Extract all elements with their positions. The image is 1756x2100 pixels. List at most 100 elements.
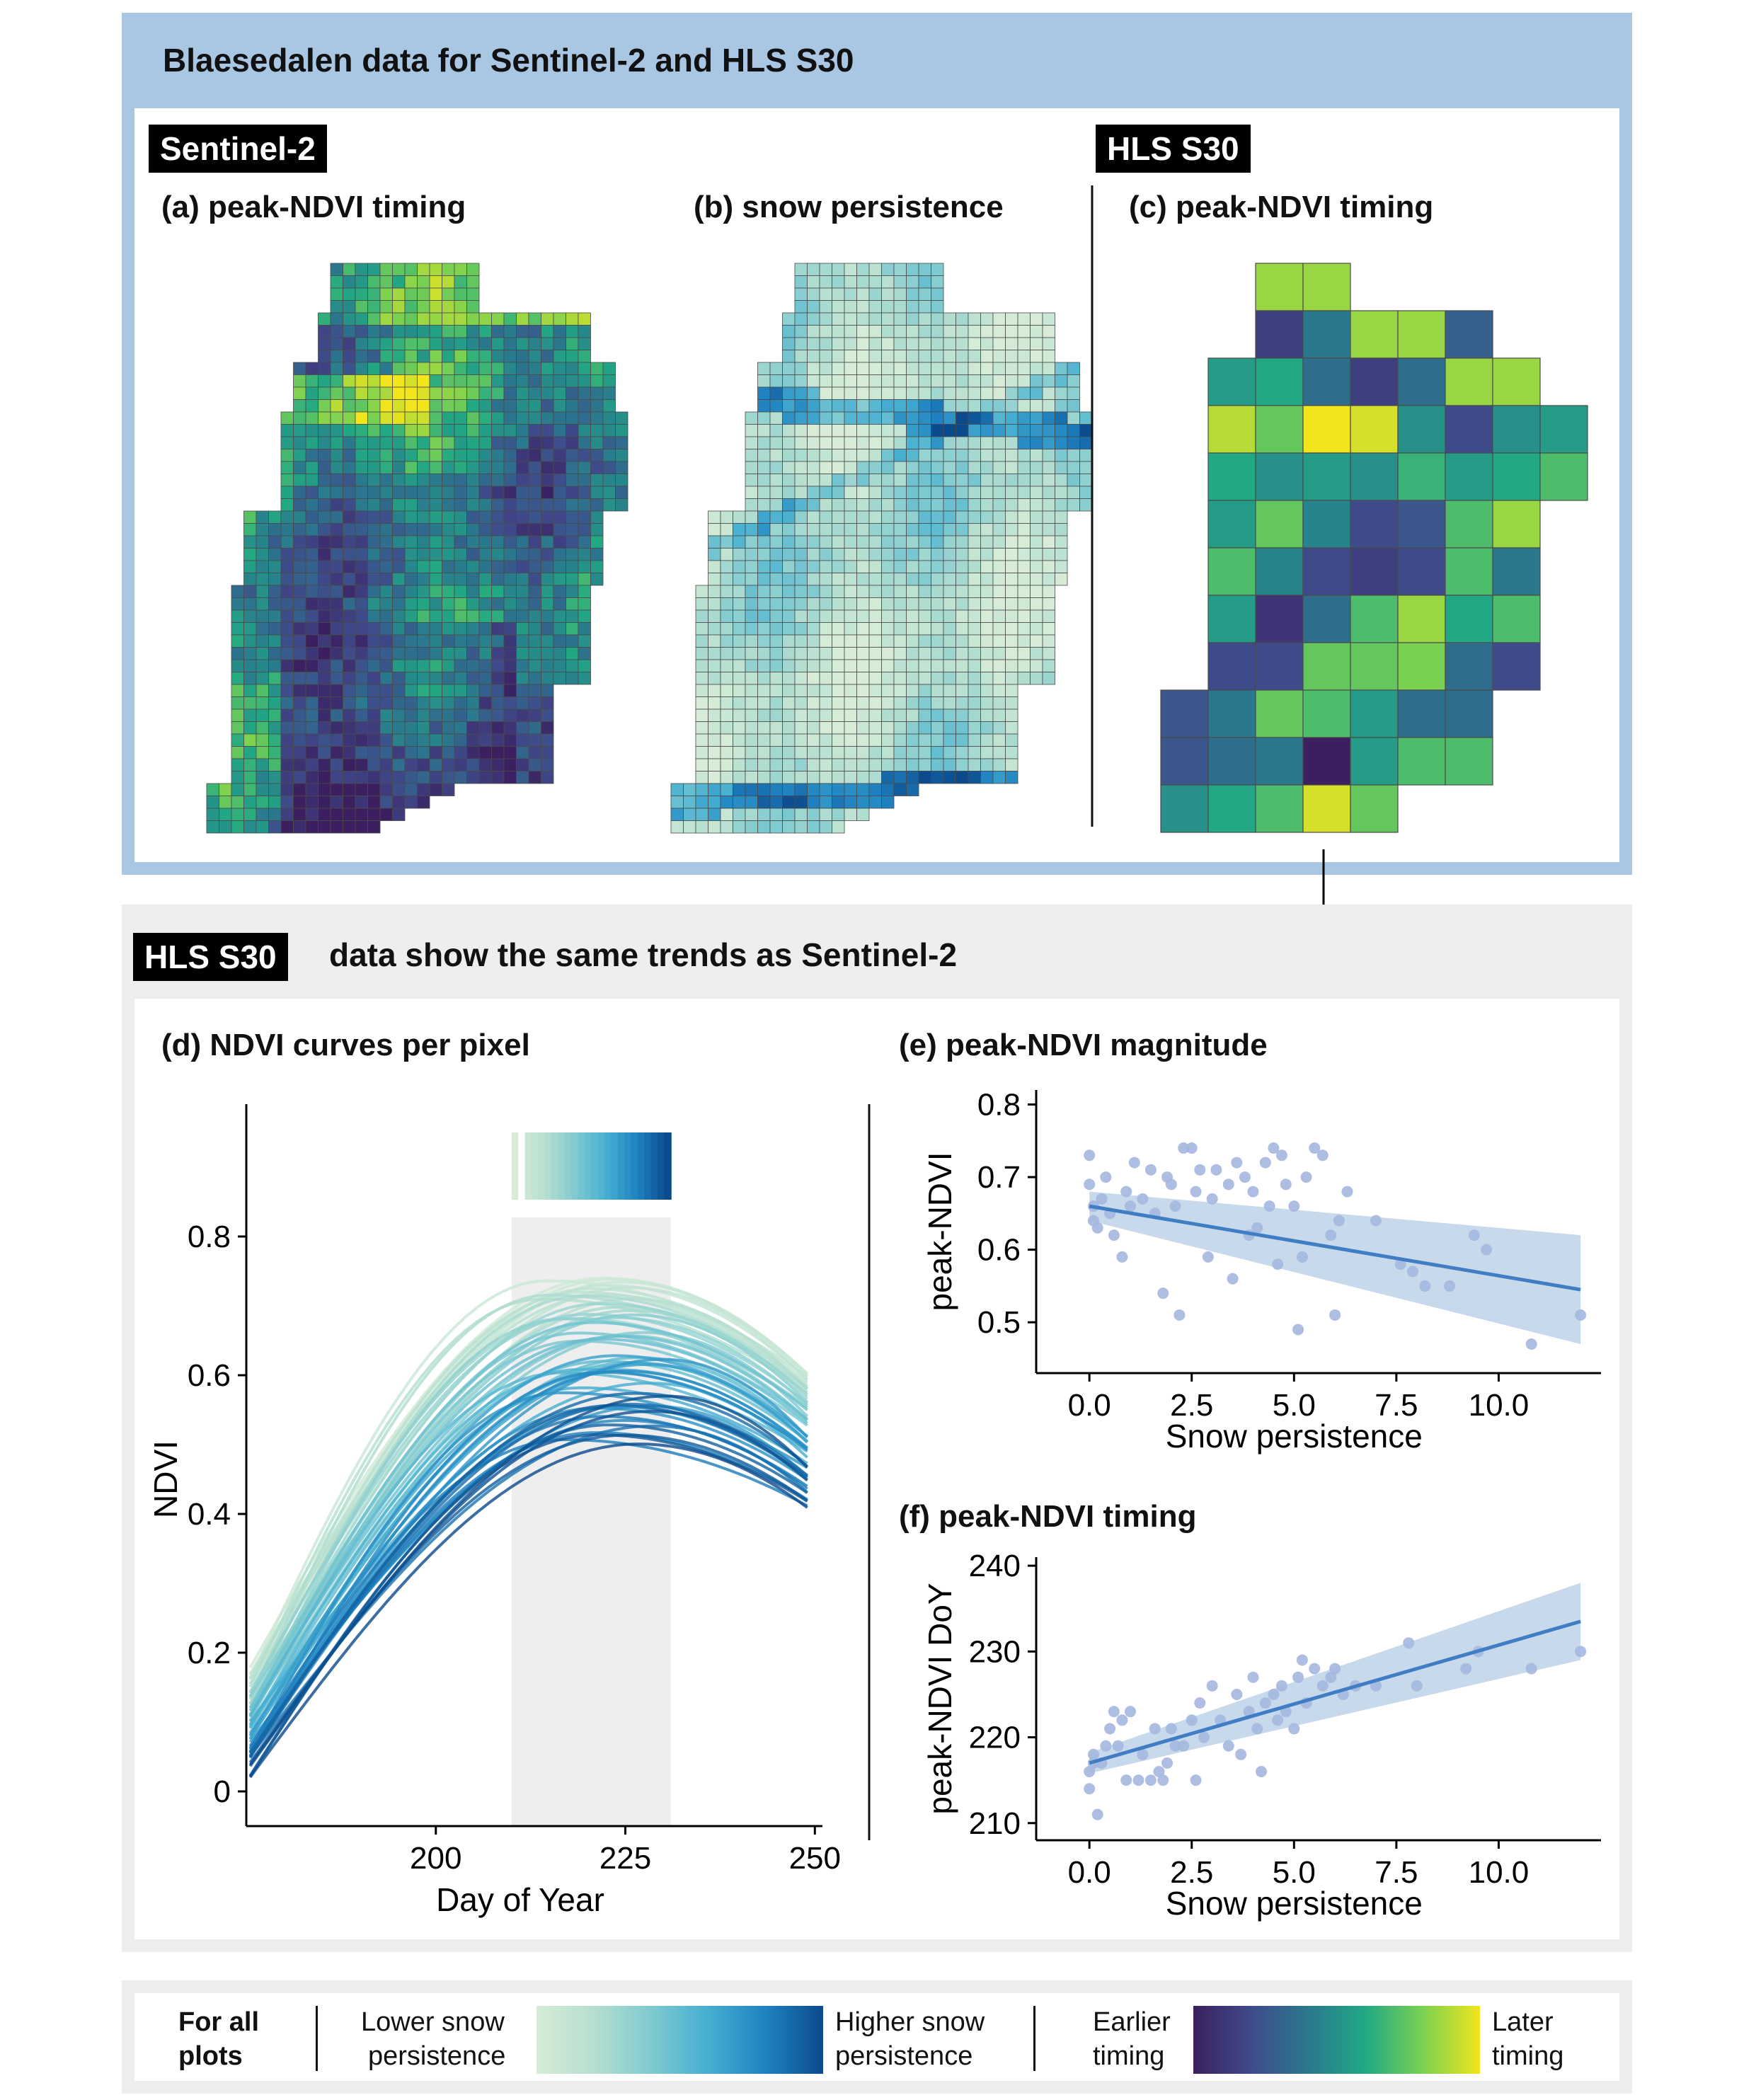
map-cell — [881, 597, 895, 611]
data-point — [1288, 1200, 1300, 1212]
map-cell — [893, 560, 907, 573]
map-cell — [454, 300, 467, 314]
map-cell — [931, 585, 944, 598]
map-cell — [708, 708, 721, 722]
map-cell — [956, 647, 969, 660]
map-cell — [404, 275, 418, 289]
map-cell — [478, 498, 492, 512]
map-cell — [844, 263, 857, 276]
map-c-cell — [1302, 689, 1351, 738]
map-cell — [708, 758, 721, 771]
map-cell — [918, 622, 931, 636]
map-cell — [931, 696, 944, 710]
map-cell — [392, 300, 406, 314]
map-cell — [528, 337, 541, 350]
map-cell — [733, 796, 746, 809]
map-cell — [844, 374, 857, 388]
map-cell — [442, 275, 455, 289]
map-cell — [392, 386, 406, 400]
map-cell — [881, 746, 895, 759]
map-cell — [769, 672, 783, 685]
map-cell — [466, 672, 480, 685]
map-cell — [1030, 325, 1043, 338]
map-cell — [782, 510, 796, 524]
map-cell — [491, 672, 505, 685]
map-cell — [918, 523, 931, 537]
map-cell — [417, 325, 430, 338]
map-cell — [881, 287, 895, 301]
map-cell — [893, 585, 907, 598]
map-cell — [516, 510, 529, 524]
map-cell — [392, 746, 406, 759]
map-cell — [968, 449, 981, 462]
map-cell — [602, 486, 616, 499]
map-cell — [782, 362, 796, 375]
map-cell — [355, 275, 368, 289]
map-cell — [478, 548, 492, 561]
map-cell — [516, 647, 529, 660]
map-cell — [392, 733, 406, 747]
map-cell — [442, 350, 455, 363]
map-cell — [379, 362, 393, 375]
map-cell — [528, 684, 541, 697]
map-cell — [720, 696, 733, 710]
map-cell — [404, 684, 418, 697]
map-cell — [832, 758, 845, 771]
map-cell — [466, 325, 480, 338]
map-cell — [566, 362, 579, 375]
data-point — [1144, 1774, 1157, 1786]
map-cell — [807, 647, 820, 660]
map-c-cell — [1350, 784, 1399, 833]
map-cell — [956, 498, 969, 512]
map-cell — [1042, 659, 1055, 672]
map-cell — [943, 474, 956, 487]
map-cell — [379, 758, 393, 771]
map-cell — [856, 325, 870, 338]
map-cell — [367, 733, 381, 747]
map-cell — [956, 609, 969, 623]
data-point — [1120, 1774, 1132, 1786]
map-cell — [417, 684, 430, 697]
map-cell — [318, 424, 331, 437]
map-cell — [968, 597, 981, 611]
map-cell — [268, 746, 282, 759]
map-cell — [844, 523, 857, 537]
map-cell — [293, 746, 306, 759]
map-cell — [1017, 535, 1031, 549]
map-cell — [782, 585, 796, 598]
data-point — [1137, 1193, 1149, 1205]
map-cell — [330, 597, 343, 611]
map-cell — [931, 498, 944, 512]
map-cell — [330, 771, 343, 784]
map-cell — [1030, 548, 1043, 561]
map-cell — [268, 585, 282, 598]
map-cell — [454, 659, 467, 672]
map-cell — [832, 573, 845, 586]
map-cell — [578, 337, 591, 350]
map-cell — [757, 585, 771, 598]
panel-d-title: (d) NDVI curves per pixel — [161, 1028, 530, 1062]
map-cell — [367, 783, 381, 796]
map-cell — [330, 622, 343, 636]
map-cell — [454, 597, 467, 611]
map-cell — [442, 672, 455, 685]
map-cell — [330, 523, 343, 537]
map-cell — [893, 672, 907, 685]
map-cell — [367, 312, 381, 326]
map-cell — [478, 474, 492, 487]
map-cell — [454, 696, 467, 710]
map-cell — [417, 350, 430, 363]
map-cell — [943, 399, 956, 413]
map-cell — [1005, 721, 1018, 735]
map-cell — [355, 721, 368, 735]
map-cell — [355, 696, 368, 710]
map-cell — [807, 672, 820, 685]
data-point — [1325, 1229, 1337, 1241]
map-cell — [417, 721, 430, 735]
map-cell — [305, 634, 319, 648]
map-cell — [844, 312, 857, 326]
map-cell — [243, 609, 257, 623]
map-cell — [856, 733, 870, 747]
map-cell — [355, 374, 368, 388]
map-cell — [881, 796, 895, 809]
